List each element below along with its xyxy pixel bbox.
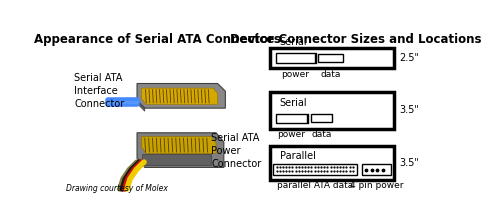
Bar	[142, 154, 211, 165]
Text: 2.5": 2.5"	[399, 53, 419, 63]
Bar	[274, 164, 357, 175]
Polygon shape	[137, 84, 225, 108]
Text: power: power	[281, 70, 309, 79]
Text: Parallel: Parallel	[280, 151, 316, 161]
Text: data: data	[321, 70, 341, 79]
Polygon shape	[137, 100, 145, 111]
Text: power: power	[277, 130, 305, 139]
Text: data: data	[311, 130, 332, 139]
Bar	[271, 92, 394, 129]
Text: parallel ATA data: parallel ATA data	[277, 181, 353, 190]
Text: Serial: Serial	[280, 37, 307, 47]
Polygon shape	[142, 88, 217, 104]
Bar	[276, 53, 315, 63]
Text: Device Connector Sizes and Locations: Device Connector Sizes and Locations	[230, 33, 481, 46]
Text: Serial ATA
Power
Connector: Serial ATA Power Connector	[211, 133, 262, 170]
Bar	[271, 146, 394, 180]
Text: 3.5": 3.5"	[399, 105, 419, 115]
Text: Serial: Serial	[280, 98, 307, 108]
Bar	[276, 114, 307, 123]
Text: Drawing courtesy of Molex: Drawing courtesy of Molex	[67, 184, 168, 193]
Bar	[311, 114, 332, 122]
Bar	[362, 164, 391, 175]
Polygon shape	[142, 137, 216, 154]
Bar	[271, 48, 394, 68]
Text: 3.5": 3.5"	[399, 158, 419, 168]
Bar	[318, 54, 343, 62]
Text: Appearance of Serial ATA Connectors: Appearance of Serial ATA Connectors	[34, 33, 281, 46]
Text: 4 pin power: 4 pin power	[350, 181, 403, 190]
Text: Serial ATA
Interface
Connector: Serial ATA Interface Connector	[74, 73, 125, 109]
Polygon shape	[137, 133, 224, 168]
